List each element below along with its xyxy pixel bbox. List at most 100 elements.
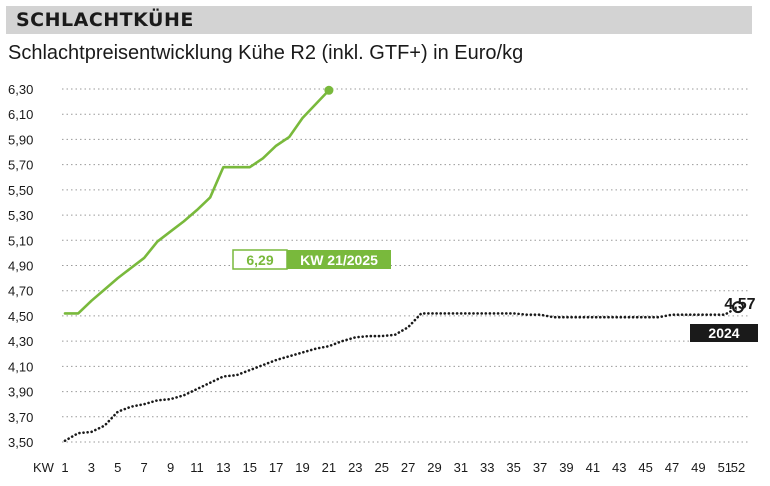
data-point-2025 [261, 157, 264, 160]
x-tick-label: 39 [559, 460, 573, 475]
data-point-2024 [591, 316, 594, 319]
data-point-2024 [380, 335, 383, 338]
y-tick-label: 3,90 [8, 385, 33, 400]
data-point-2024 [512, 312, 515, 315]
data-point-2024 [446, 312, 449, 315]
data-point-2024 [248, 369, 251, 372]
x-tick-label: 17 [269, 460, 283, 475]
y-tick-label: 4,30 [8, 334, 33, 349]
x-tick-label: 47 [665, 460, 679, 475]
data-point-2024 [367, 335, 370, 338]
data-point-2024 [473, 312, 476, 315]
data-point-2025 [275, 144, 278, 147]
x-tick-label: 41 [586, 460, 600, 475]
header-bar: SCHLACHTKÜHE [6, 6, 752, 34]
data-point-2024 [578, 316, 581, 319]
x-tick-label: 15 [243, 460, 257, 475]
annotation-value-2025: 6,29 [246, 252, 273, 268]
data-point-2024 [486, 312, 489, 315]
data-point-2025 [64, 312, 67, 315]
chart-subtitle: Schlachtpreisentwicklung Kühe R2 (inkl. … [8, 42, 524, 64]
data-point-2024 [64, 439, 67, 442]
x-tick-label: 19 [295, 460, 309, 475]
data-point-2024 [103, 424, 106, 427]
data-point-2025 [301, 116, 304, 119]
data-point-2025 [103, 288, 106, 291]
header-title: SCHLACHTKÜHE [16, 9, 194, 31]
x-tick-label: 33 [480, 460, 494, 475]
data-point-2024 [710, 313, 713, 316]
y-tick-label: 4,10 [8, 359, 33, 374]
data-point-2024 [499, 312, 502, 315]
data-point-2024 [77, 432, 80, 435]
data-point-2024 [459, 312, 462, 315]
data-point-2025 [314, 103, 317, 106]
x-tick-label: 52 [731, 460, 745, 475]
annotation-value-2024: 4,57 [724, 296, 755, 313]
x-tick-label: 7 [141, 460, 148, 475]
data-point-2025 [116, 277, 119, 280]
data-point-2024 [420, 312, 423, 315]
data-point-2025 [129, 267, 132, 270]
x-tick-label: 29 [427, 460, 441, 475]
x-tick-label: 25 [374, 460, 388, 475]
data-point-2024 [354, 336, 357, 339]
data-point-2024 [209, 381, 212, 384]
data-point-2024 [261, 364, 264, 367]
y-tick-label: 4,50 [8, 309, 33, 324]
data-point-2025 [248, 166, 251, 169]
y-tick-label: 4,70 [8, 284, 33, 299]
y-tick-label: 6,30 [8, 82, 33, 97]
y-tick-label: 3,70 [8, 410, 33, 425]
data-point-2024 [605, 316, 608, 319]
data-point-2024 [657, 316, 660, 319]
x-axis-ticks: KW 1 3 5 7 9 11 13 15 17 19 21 23 25 27 29 31 33 35 37 39 41 4… [33, 460, 745, 475]
data-point-2024 [143, 403, 146, 406]
data-point-2024 [723, 313, 726, 316]
x-tick-label: 1 [61, 460, 68, 475]
x-tick-label: 51 [718, 460, 732, 475]
x-axis-label: KW [33, 460, 55, 475]
data-point-2025 [90, 299, 93, 302]
data-point-2024 [182, 394, 185, 397]
data-point-2024 [288, 355, 291, 358]
data-point-2024 [697, 313, 700, 316]
data-point-2024 [116, 410, 119, 413]
data-point-2024 [341, 340, 344, 343]
annotation-label-2024: 2024 [708, 325, 739, 341]
data-point-2024 [235, 374, 238, 377]
series-line-2025 [63, 88, 331, 315]
data-point-2024 [195, 388, 198, 391]
x-tick-label: 49 [691, 460, 705, 475]
x-tick-label: 11 [190, 460, 204, 475]
data-point-2025 [195, 209, 198, 212]
x-tick-label: 23 [348, 460, 362, 475]
series-line-2024 [63, 305, 740, 443]
data-point-2024 [314, 347, 317, 350]
y-tick-label: 5,70 [8, 158, 33, 173]
data-point-2025 [182, 220, 185, 223]
x-tick-label: 3 [88, 460, 95, 475]
x-tick-label: 5 [114, 460, 121, 475]
y-tick-label: 5,90 [8, 132, 33, 147]
y-tick-label: 3,50 [8, 435, 33, 450]
data-point-2024 [129, 405, 132, 408]
data-point-2024 [644, 316, 647, 319]
x-tick-label: 43 [612, 460, 626, 475]
x-tick-label: 21 [322, 460, 336, 475]
annotation-label-box-2024 [690, 324, 758, 342]
data-point-2024 [222, 375, 225, 378]
data-point-2024 [525, 313, 528, 316]
data-point-2025 [143, 256, 146, 259]
data-point-2024 [301, 351, 304, 354]
data-point-2025 [235, 166, 238, 169]
x-tick-label: 35 [506, 460, 520, 475]
data-point-2024 [631, 316, 634, 319]
data-point-2024 [169, 398, 172, 401]
annotations: 6,29 KW 21/2025 4,57 2024 [232, 249, 758, 342]
data-point-2024 [156, 399, 159, 402]
data-point-2025 [209, 196, 212, 199]
data-point-2024 [407, 326, 410, 329]
annotation-label-2025: KW 21/2025 [300, 252, 378, 268]
